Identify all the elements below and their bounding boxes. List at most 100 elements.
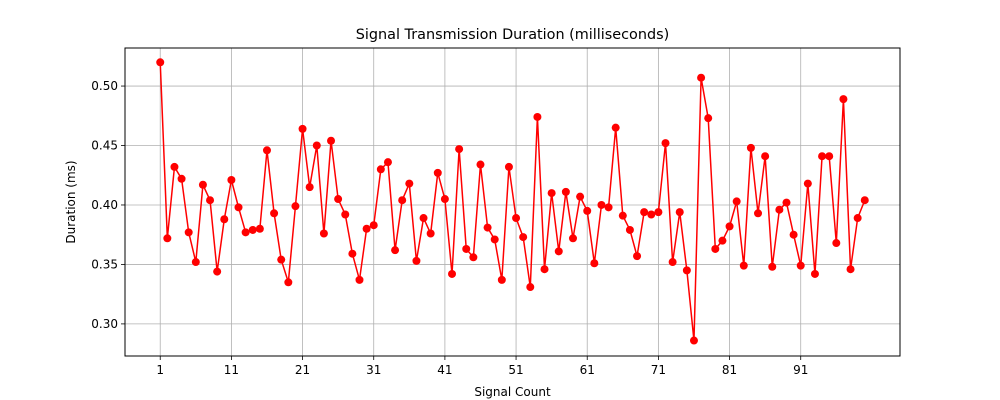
data-point (412, 256, 421, 265)
data-point (796, 261, 805, 270)
data-point (540, 265, 549, 274)
data-point (682, 266, 691, 275)
data-point (860, 196, 869, 205)
data-point (768, 262, 777, 271)
x-tick-label: 91 (793, 363, 808, 377)
data-point (561, 187, 570, 196)
x-tick-label: 71 (651, 363, 666, 377)
data-point (369, 221, 378, 230)
x-tick-label: 41 (437, 363, 452, 377)
data-point (590, 259, 599, 268)
data-point (533, 112, 542, 121)
data-point (241, 228, 250, 237)
x-tick-label: 81 (722, 363, 737, 377)
data-point (725, 222, 734, 231)
data-point (163, 234, 172, 243)
data-point (839, 95, 848, 104)
data-point (312, 141, 321, 150)
data-point (739, 261, 748, 270)
plot-frame (124, 47, 901, 357)
data-point (775, 205, 784, 214)
data-point (391, 246, 400, 255)
data-point (782, 198, 791, 207)
data-point (362, 224, 371, 233)
x-tick-label: 61 (580, 363, 595, 377)
data-point (440, 195, 449, 204)
data-point (298, 124, 307, 133)
data-point (433, 168, 442, 177)
data-point (198, 180, 207, 189)
data-point (497, 275, 506, 284)
data-point (512, 214, 521, 223)
y-tick-label: 0.35 (91, 257, 118, 271)
data-point (383, 158, 392, 167)
data-point (689, 336, 698, 345)
data-point (191, 258, 200, 267)
data-point (718, 236, 727, 245)
data-point (220, 215, 229, 224)
data-point (405, 179, 414, 188)
chart-title: Signal Transmission Duration (millisecon… (356, 27, 669, 43)
x-tick-label: 21 (295, 363, 310, 377)
y-tick-label: 0.30 (91, 317, 118, 331)
series-layer (156, 58, 869, 345)
data-point (526, 283, 535, 292)
x-tick-label: 11 (224, 363, 239, 377)
data-point (818, 152, 827, 161)
y-axis-label: Duration (ms) (64, 160, 78, 243)
data-point (654, 208, 663, 217)
data-point (284, 278, 293, 287)
data-point (675, 208, 684, 217)
data-point (305, 183, 314, 192)
data-point (334, 195, 343, 204)
data-point (661, 139, 670, 148)
data-point (483, 223, 492, 232)
data-point (255, 224, 264, 233)
grid-lines (125, 48, 900, 356)
data-point (568, 234, 577, 243)
data-point (746, 143, 755, 152)
data-point (832, 239, 841, 248)
data-point (810, 269, 819, 278)
data-point (291, 202, 300, 211)
data-point (327, 136, 336, 145)
data-point (789, 230, 798, 239)
y-tick-label: 0.45 (91, 139, 118, 153)
x-tick-label: 51 (508, 363, 523, 377)
data-point (270, 209, 279, 218)
data-point (170, 162, 179, 171)
data-point (341, 210, 350, 219)
data-point (319, 229, 328, 238)
data-point (803, 179, 812, 188)
data-point (248, 225, 257, 234)
data-point (398, 196, 407, 205)
data-point (277, 255, 286, 264)
data-point (853, 214, 862, 223)
data-point (547, 189, 556, 198)
data-point (611, 123, 620, 132)
data-point (668, 258, 677, 267)
data-point (761, 152, 770, 161)
data-point (490, 235, 499, 244)
data-point (177, 174, 186, 183)
data-point (625, 225, 634, 234)
data-point (697, 73, 706, 82)
data-point (476, 160, 485, 169)
series-line (159, 62, 866, 342)
data-point (825, 152, 834, 161)
data-point (227, 176, 236, 184)
data-point (206, 196, 215, 205)
data-point (448, 269, 457, 278)
y-tick-label: 0.40 (91, 198, 118, 212)
data-point (583, 206, 592, 215)
data-point (455, 145, 464, 154)
x-tick-label: 31 (366, 363, 381, 377)
data-point (376, 165, 385, 174)
data-point (647, 210, 656, 219)
data-point (234, 203, 243, 212)
data-point (462, 244, 471, 253)
data-point (846, 265, 855, 274)
data-point (184, 228, 193, 237)
